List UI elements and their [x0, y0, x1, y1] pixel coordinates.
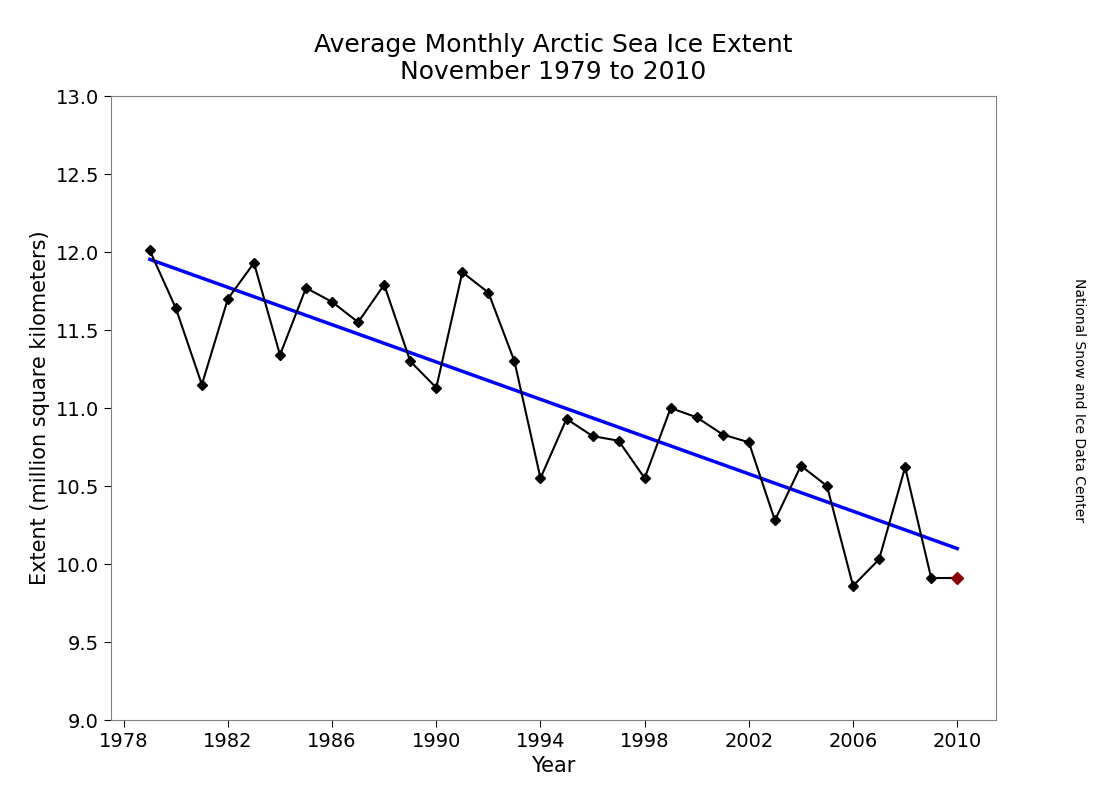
X-axis label: Year: Year: [531, 756, 576, 776]
Title: Average Monthly Arctic Sea Ice Extent
November 1979 to 2010: Average Monthly Arctic Sea Ice Extent No…: [314, 33, 793, 84]
Text: National Snow and Ice Data Center: National Snow and Ice Data Center: [1073, 278, 1086, 522]
Y-axis label: Extent (million square kilometers): Extent (million square kilometers): [30, 230, 50, 586]
